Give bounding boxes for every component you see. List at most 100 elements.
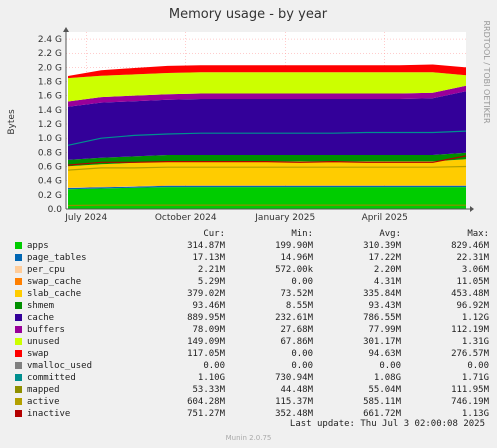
area-cache [68,91,466,160]
line-inactive [67,155,467,166]
legend-swatch [15,398,22,405]
area-buffers [68,85,466,107]
legend-min: 8.55M [285,301,313,311]
legend-cur: 314.87M [187,241,225,251]
legend-name: page_tables [27,253,87,263]
legend-avg: 0.00 [379,361,401,371]
legend-cur: 889.95M [187,313,225,323]
legend-min: 232.61M [275,313,313,323]
legend-cur: 78.09M [192,325,225,335]
y-tick-label: 0.0 [48,205,63,215]
y-tick-label: 0.4 G [38,177,62,187]
legend-row-active: active 604.28M 115.37M 585.11M 746.19M [14,396,489,408]
legend-row-page-tables: page_tables 17.13M 14.96M 17.22M 22.31M [14,252,489,264]
legend-name: inactive [27,409,71,419]
footer-credit: Munin 2.0.75 [225,434,272,442]
legend-swatch [15,326,22,333]
legend-row-buffers: buffers 78.09M 27.68M 77.99M 112.19M [14,324,489,336]
legend-avg: 661.72M [363,409,401,419]
y-tick-label: 0.2 G [38,191,62,201]
legend-row-mapped: mapped 53.33M 44.48M 55.04M 111.95M [14,384,489,396]
legend-swatch [15,362,22,369]
legend-name: unused [27,337,60,347]
y-tick-label: 1.4 G [38,106,62,116]
area-slab-cache [68,159,466,188]
area-apps [68,187,466,209]
legend-swatch [15,278,22,285]
legend-row-per-cpu: per_cpu 2.21M 572.00k 2.20M 3.06M [14,264,489,276]
side-label: RRDTOOL / TOBI OETIKER [482,20,491,123]
legend-avg: 786.55M [363,313,401,323]
legend-row-shmem: shmem 93.46M 8.55M 93.43M 96.92M [14,300,489,312]
legend-name: shmem [27,301,55,311]
legend-max: 11.05M [456,277,489,287]
legend-min: 67.86M [280,337,313,347]
area-swap [68,64,466,79]
legend-min: 352.48M [275,409,313,419]
legend-swatch [15,266,22,273]
legend-avg: 17.22M [368,253,401,263]
legend-swatch [15,302,22,309]
area-swap-cache [68,185,466,188]
x-tick-label: April 2025 [362,213,408,223]
y-tick-label: 0.8 G [38,148,62,158]
legend-header: Cur: Min: Avg: Max: [14,228,489,240]
y-tick-label: 2.2 G [38,49,62,59]
legend-cur: 1.10G [197,373,225,383]
y-axis-arrow [63,27,69,32]
legend-min: 14.96M [280,253,313,263]
legend-swatch [15,242,22,249]
legend-max: 829.46M [451,241,489,251]
legend-min: 0.00 [291,349,313,359]
legend-row-vmalloc-used: vmalloc_used 0.00 0.00 0.00 0.00 [14,360,489,372]
legend-min: 0.00 [291,277,313,287]
legend-avg: 335.84M [363,289,401,299]
legend-max: 3.06M [461,265,489,275]
legend-min: 730.94M [275,373,313,383]
legend-min: 199.90M [275,241,313,251]
legend-cur: 0.00 [203,361,225,371]
area-page-tables [68,185,466,190]
legend-cur: 5.29M [197,277,225,287]
legend-cur: 17.13M [192,253,225,263]
legend-max: 0.00 [467,361,489,371]
legend-swatch [15,314,22,321]
legend-avg: 1.08G [373,373,401,383]
y-tick-label: 0.6 G [38,163,62,173]
legend-max: 111.95M [451,385,489,395]
x-tick-label: July 2024 [64,213,107,223]
legend-row-cache: cache 889.95M 232.61M 786.55M 1.12G [14,312,489,324]
line-active [67,165,467,171]
legend-max: 1.13G [461,409,489,419]
legend-min: 0.00 [291,361,313,371]
legend-swatch [15,374,22,381]
legend-max: 112.19M [451,325,489,335]
legend-cur: 604.28M [187,397,225,407]
legend-max: 96.92M [456,301,489,311]
legend-avg: 585.11M [363,397,401,407]
x-ticks: July 2024 October 2024 January 2025 April 2… [64,213,408,223]
line-committed [67,130,467,146]
legend-swatch [15,410,22,417]
legend-avg: 4.31M [373,277,401,287]
legend-avg: 2.20M [373,265,401,275]
legend-name: committed [27,373,76,383]
y-tick-label: 1.6 G [38,92,62,102]
legend-max: 276.57M [451,349,489,359]
legend-swatch [15,254,22,261]
legend-avg: 93.43M [368,301,401,311]
legend-min: 27.68M [280,325,313,335]
y-tick-label: 2.4 G [38,35,62,45]
legend-name: mapped [27,385,60,395]
legend-max: 1.31G [461,337,489,347]
legend-name: buffers [27,325,65,335]
y-tick-label: 1.0 G [38,134,62,144]
legend-row-apps: apps 314.87M 199.90M 310.39M 829.46M [14,240,489,252]
legend-row-inactive: inactive 751.27M 352.48M 661.72M 1.13G [14,408,489,420]
area-shmem [68,152,466,167]
legend-avg: 55.04M [368,385,401,395]
legend-cur: 2.21M [197,265,225,275]
legend-swatch [15,290,22,297]
chart-title: Memory usage - by year [169,7,328,22]
